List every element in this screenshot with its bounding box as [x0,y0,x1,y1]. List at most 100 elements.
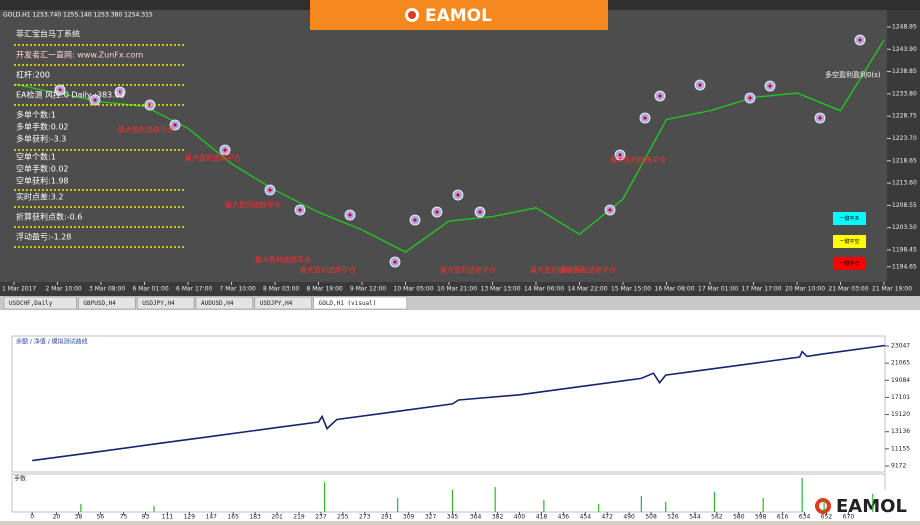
equity-frame [11,335,886,473]
x-tick-label: 111 [162,514,174,521]
trade-marker-dot [456,193,460,197]
y-tick-label: 1228.75 [892,113,917,120]
y-tick-label: 11155 [891,445,910,452]
annotation: 最大盈利追踪平仓 [118,125,174,134]
annotation: 最大盈利追踪平仓 [255,255,311,264]
x-tick-label: 219 [293,514,305,521]
action-button-label[interactable]: 一键平空 [839,238,859,245]
y-tick-label: 21065 [891,360,910,367]
y-tick-label: 1203.50 [892,224,917,231]
action-button[interactable] [833,212,866,225]
x-tick-label: 14 Mar 22:00 [568,286,608,293]
tab-label[interactable]: USDCHF,Daily [9,300,53,307]
panel-line: EA检测 风控:0 Daily :383.02 [16,90,125,100]
y-tick-label: 1223.70 [892,135,917,142]
x-tick-label: 490 [623,514,635,521]
x-tick-label: 598 [755,514,767,521]
equity-title: 余额 / 净值 / 模拟测试曲线 [16,338,88,346]
tab[interactable] [195,296,254,310]
y-tick-label: 1198.45 [892,246,917,253]
x-tick-label: 2 Mar 10:00 [46,286,82,293]
x-tick-label: 38 [75,514,83,521]
y-tick-label: 15120 [891,411,910,418]
x-tick-label: 7 Mar 10:00 [220,286,256,293]
annotation: 最大盈利追踪平仓 [300,265,356,274]
x-tick-label: 327 [425,514,437,521]
price-line [13,39,885,253]
annotation: 多空盈利盈利0(s) [825,70,881,79]
tab[interactable] [254,296,312,310]
panel-line: 空单获利:1.98 [16,176,69,186]
trade-marker-dot [93,98,97,102]
tab-label[interactable]: USDJPY,H4 [260,300,293,307]
tab-label[interactable]: AUDUSD,H4 [201,300,234,307]
x-tick-label: 634 [799,514,811,521]
trade-marker-dot [223,148,227,152]
trade-marker-dot [348,213,352,217]
panel-line: 实时点差:3.2 [16,192,63,202]
y-tick-label: 1238.85 [892,68,917,75]
action-button-label[interactable]: 一键平多 [839,215,859,222]
panel-line: 开发者汇一直网: www.ZunFx.com [16,50,143,60]
y-tick-label: 17101 [891,394,910,401]
x-tick-label: 3 Mar 08:00 [89,286,125,293]
trade-marker-dot [643,116,647,120]
panel-line: 空单个数:1 [16,152,56,162]
x-tick-label: 418 [536,514,548,521]
volume-label: 手数 [14,475,26,483]
tab-label[interactable]: GBPUSD,H4 [83,300,116,307]
x-tick-label: 14 Mar 06:00 [524,286,564,293]
x-tick-label: 400 [514,514,526,521]
logo-icon-inner [819,502,827,510]
y-tick-label: 1208.55 [892,202,917,209]
x-tick-label: 6 Mar 17:00 [176,286,212,293]
x-tick-label: 364 [470,514,482,521]
action-button-label[interactable]: 一键平仓 [839,260,859,267]
tab[interactable] [136,296,195,310]
x-tick-label: 21 Mar 03:00 [829,286,869,293]
annotation: 最大盈利追踪平仓 [530,265,586,274]
x-tick-label: 9 Mar 12:00 [350,286,386,293]
trade-marker-dot [818,116,822,120]
trade-marker-dot [413,218,417,222]
x-tick-label: 129 [184,514,196,521]
x-tick-label: 273 [359,514,371,521]
trade-marker-dot [698,83,702,87]
equity-chart-area [0,310,920,521]
trade-marker-dot [748,96,752,100]
action-button[interactable] [833,235,866,248]
y-tick-label: 1194.65 [892,263,917,270]
y-tick-label: 1213.60 [892,180,917,187]
annotation: 最大盈利追踪平仓 [440,265,496,274]
x-tick-label: 165 [227,514,239,521]
logo-banner [310,0,608,30]
panel-line: 多单手数:0.02 [16,122,69,132]
tab[interactable] [3,296,77,310]
logo-text: EAMOL [836,496,907,517]
x-tick-label: 454 [580,514,592,521]
x-tick-label: 10 Mar 05:00 [394,286,434,293]
action-button[interactable] [833,257,866,270]
tab[interactable] [78,296,136,310]
x-tick-label: 562 [711,514,723,521]
y-tick-label: 23047 [891,342,910,349]
x-tick-label: 670 [843,514,855,521]
trade-marker-dot [768,84,772,88]
panel-line: 多单获利:-3.3 [16,134,66,144]
tab-label[interactable]: GOLD,H1 (visual) [319,300,377,307]
tab-label[interactable]: USDJPY,H4 [142,300,175,307]
price-axis-area [887,10,920,282]
panel-line: 多单个数:1 [16,110,56,120]
x-tick-label: 15 Mar 15:00 [611,286,651,293]
panel-line: 空单手数:0.02 [16,164,69,174]
equity-line [32,344,886,462]
x-tick-label: 16 Mar 08:00 [655,286,695,293]
x-tick-label: 255 [337,514,349,521]
trade-marker-dot [608,208,612,212]
annotation: 最大盈利追踪平仓 [185,153,241,162]
tab[interactable] [313,296,408,310]
annotation: 最大盈利追踪平仓 [225,200,281,209]
x-tick-label: 544 [689,514,701,521]
